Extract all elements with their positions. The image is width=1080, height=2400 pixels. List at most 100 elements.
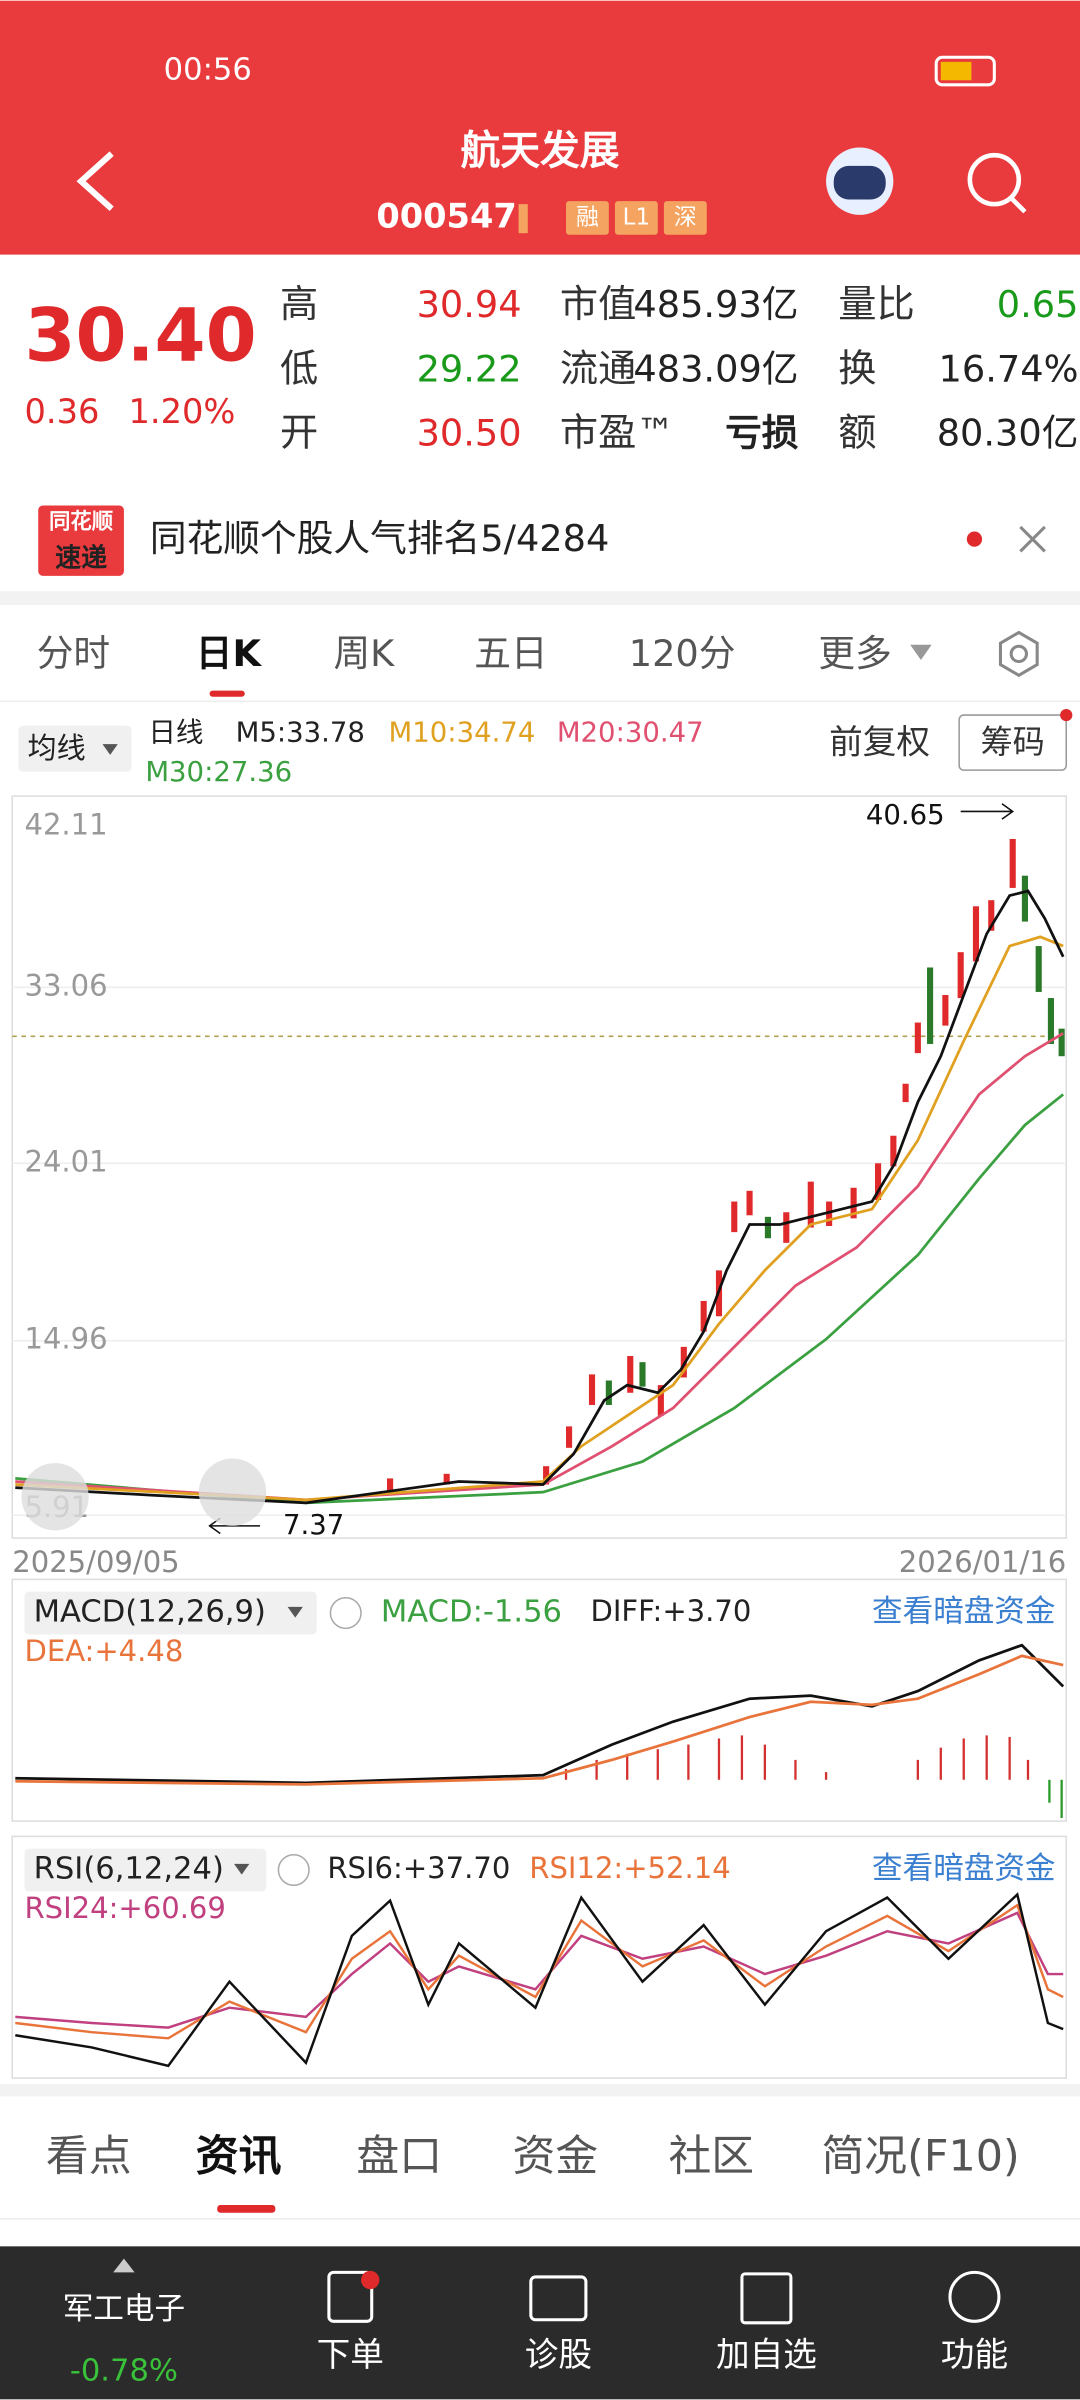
battery: [934, 55, 996, 87]
search-handle: [1009, 196, 1027, 214]
bottom-tab[interactable]: 社区: [668, 2132, 754, 2182]
close-button[interactable]: [1019, 525, 1046, 553]
tag-bg: [663, 201, 707, 235]
battery-level: [940, 61, 972, 81]
price: 30.40: [24, 293, 256, 378]
low-label: 7.37: [283, 1509, 344, 1541]
tab[interactable]: 周K: [333, 632, 395, 675]
macd-title[interactable]: MACD(12,26,9): [34, 1595, 266, 1630]
logo-text: 同花顺: [49, 508, 113, 534]
expand-arrow[interactable]: [113, 2258, 135, 2273]
banner-text[interactable]: 同花顺个股人气排名5/4284: [150, 517, 609, 560]
tab[interactable]: 120分: [629, 632, 736, 675]
stat-label: 额: [838, 412, 876, 456]
change: 0.36: [24, 392, 99, 431]
rsi6: RSI6:+37.70: [327, 1851, 510, 1885]
status-time: 00:56: [164, 53, 252, 88]
tab[interactable]: 更多: [818, 632, 891, 675]
tab-indicator: [209, 690, 245, 697]
bottom-tab[interactable]: 盘口: [356, 2132, 442, 2182]
stat-value: 29.22: [417, 347, 522, 390]
settings-icon[interactable]: [998, 630, 1039, 678]
start-date: 2025/09/05: [12, 1545, 179, 1579]
stock-code: 000547: [376, 196, 516, 235]
stat-value: 483.09亿: [633, 347, 798, 390]
bottom-tab[interactable]: 简况(F10): [821, 2132, 1019, 2182]
ma-selector-bg[interactable]: [18, 725, 132, 772]
tab[interactable]: 分时: [37, 632, 110, 675]
dropdown-arrow: [910, 644, 932, 660]
tab[interactable]: 五日: [474, 632, 547, 675]
rsi-lines: [15, 1892, 1064, 2068]
high-label: 40.65: [866, 799, 945, 831]
stat-value: 亏损: [725, 412, 799, 455]
help-icon[interactable]: [277, 1853, 310, 1887]
legend: M10:34.74: [389, 716, 536, 748]
chips-button[interactable]: [958, 714, 1067, 771]
unread-dot: [361, 2270, 380, 2290]
robot-face: [833, 165, 886, 200]
rsi12: RSI12:+52.14: [529, 1851, 730, 1885]
diff-value: DIFF:+3.70: [590, 1594, 751, 1628]
macd-selector-bg[interactable]: [24, 1591, 317, 1635]
stat-label: 流通: [560, 347, 636, 391]
tag: L1: [623, 204, 650, 230]
expand-button[interactable]: [21, 1463, 89, 1531]
chips-label[interactable]: 筹码: [981, 723, 1045, 761]
chart-frame: [11, 795, 1067, 1539]
stat-value: 80.30亿: [937, 412, 1079, 455]
logo-text: 速递: [55, 543, 107, 574]
dropdown-arrow: [234, 1863, 250, 1875]
bottom-tab[interactable]: 看点: [46, 2132, 132, 2182]
nav-item[interactable]: 加自选: [716, 2335, 817, 2374]
bottom-tab[interactable]: 资讯: [196, 2132, 282, 2182]
end-date: 2026/01/16: [899, 1545, 1066, 1579]
legend: M30:27.36: [145, 756, 292, 788]
macd-value: MACD:-1.56: [381, 1595, 562, 1630]
nav-bg: [0, 2246, 1080, 2400]
macd-frame: [11, 1578, 1067, 1822]
stat-label: 高: [280, 283, 318, 327]
code-marker: [518, 204, 528, 234]
header-bg: [0, 0, 1080, 255]
sector-change: -0.78%: [70, 2353, 178, 2388]
fullscreen-button[interactable]: [198, 1458, 267, 1526]
legend: 日线: [148, 716, 203, 748]
tag-bg: [614, 201, 658, 235]
macd-link[interactable]: 查看暗盘资金: [872, 1595, 1055, 1630]
grid: [12, 986, 1067, 1516]
stat-value: 16.74%: [939, 347, 1079, 390]
stat-value: 0.65: [997, 283, 1079, 326]
bottom-tab[interactable]: 资金: [512, 2132, 598, 2182]
stat-value: 485.93亿: [633, 283, 798, 326]
stat-label: 市盈™: [560, 412, 675, 456]
legend: M5:33.78: [236, 716, 365, 748]
stat-label: 低: [280, 347, 318, 391]
rsi-link[interactable]: 查看暗盘资金: [872, 1852, 1055, 1887]
search-icon[interactable]: [967, 152, 1022, 207]
y-tick-label: 24.01: [24, 1144, 107, 1178]
stat-label: 市值: [560, 283, 636, 327]
ma-lines: [15, 889, 1065, 1505]
help-icon[interactable]: [329, 1596, 362, 1630]
y-tick-label: 14.96: [24, 1322, 107, 1356]
back-button[interactable]: [76, 151, 114, 211]
ma-selector[interactable]: 均线: [28, 731, 86, 765]
dropdown-arrow: [287, 1606, 303, 1618]
adjust[interactable]: 前复权: [829, 723, 930, 762]
rsi-title[interactable]: RSI(6,12,24): [34, 1852, 224, 1887]
tab[interactable]: 日K: [196, 632, 263, 675]
stock-name: 航天发展: [460, 128, 619, 174]
rsi-selector-bg[interactable]: [24, 1848, 267, 1892]
legend: M20:30.47: [557, 716, 704, 748]
dropdown-arrow: [102, 744, 118, 755]
nav-item[interactable]: 诊股: [525, 2335, 592, 2374]
rsi24: RSI24:+60.69: [24, 1891, 225, 1925]
sector-name[interactable]: 军工电子: [63, 2292, 185, 2327]
separator: [0, 591, 1080, 605]
change-pct: 1.20%: [128, 392, 235, 431]
nav-item[interactable]: 下单: [317, 2335, 384, 2374]
macd-lines: [15, 1643, 1065, 1786]
nav-item[interactable]: 功能: [941, 2335, 1008, 2374]
